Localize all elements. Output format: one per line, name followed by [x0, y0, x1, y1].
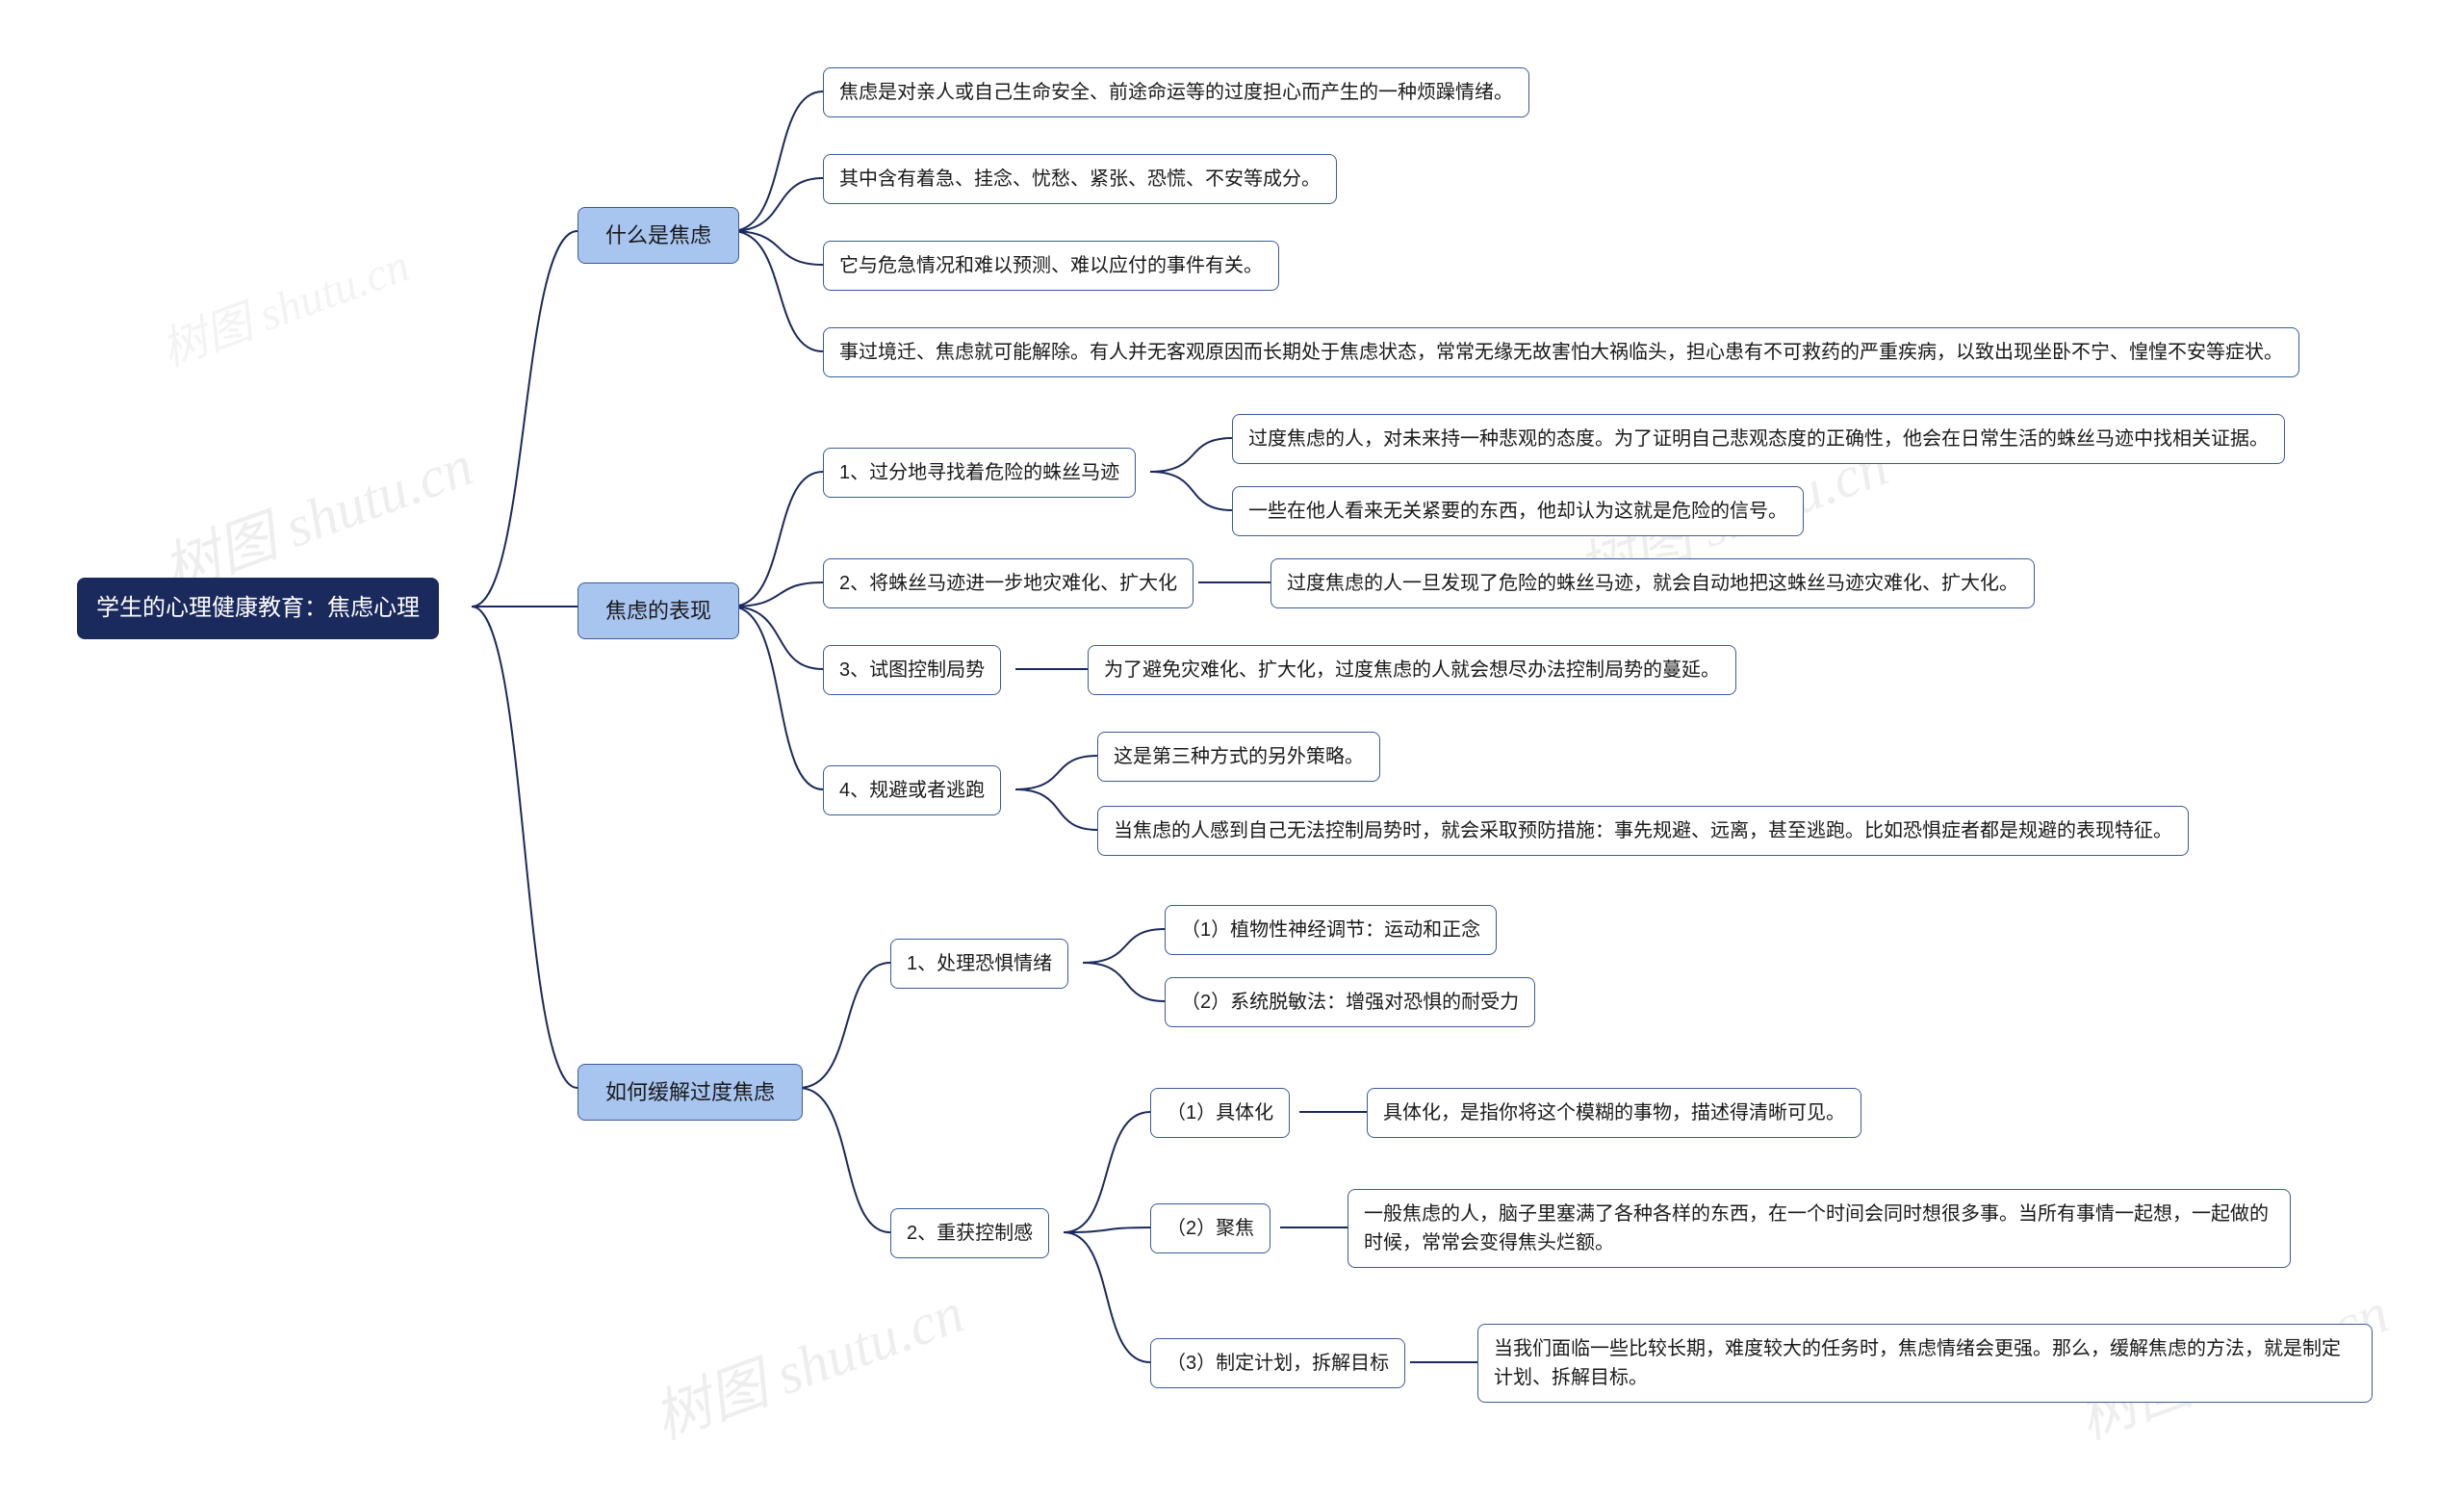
branch-relief[interactable]: 如何缓解过度焦虑 — [578, 1064, 803, 1121]
leaf-node[interactable]: （1）植物性神经调节：运动和正念 — [1165, 905, 1497, 955]
leaf-node[interactable]: 当焦虑的人感到自己无法控制局势时，就会采取预防措施：事先规避、远离，甚至逃跑。比… — [1097, 806, 2189, 856]
symptom-1[interactable]: 1、过分地寻找着危险的蛛丝马迹 — [823, 448, 1136, 498]
root-node[interactable]: 学生的心理健康教育：焦虑心理 — [77, 578, 439, 639]
leaf-node[interactable]: 焦虑是对亲人或自己生命安全、前途命运等的过度担心而产生的一种烦躁情绪。 — [823, 67, 1529, 117]
leaf-node[interactable]: 当我们面临一些比较长期，难度较大的任务时，焦虑情绪会更强。那么，缓解焦虑的方法，… — [1477, 1324, 2373, 1403]
branch-symptoms[interactable]: 焦虑的表现 — [578, 582, 739, 639]
leaf-node[interactable]: 其中含有着急、挂念、忧愁、紧张、恐慌、不安等成分。 — [823, 154, 1337, 204]
symptom-4[interactable]: 4、规避或者逃跑 — [823, 765, 1001, 815]
relief-2-1[interactable]: （1）具体化 — [1150, 1088, 1290, 1138]
watermark: 树图 shutu.cn — [640, 1266, 973, 1456]
branch-what-is-anxiety[interactable]: 什么是焦虑 — [578, 207, 739, 264]
relief-2-2[interactable]: （2）聚焦 — [1150, 1203, 1270, 1253]
leaf-node[interactable]: 过度焦虑的人，对未来持一种悲观的态度。为了证明自己悲观态度的正确性，他会在日常生… — [1232, 414, 2285, 464]
leaf-node[interactable]: 这是第三种方式的另外策略。 — [1097, 732, 1380, 782]
leaf-node[interactable]: 它与危急情况和难以预测、难以应付的事件有关。 — [823, 241, 1279, 291]
leaf-node[interactable]: 为了避免灾难化、扩大化，过度焦虑的人就会想尽办法控制局势的蔓延。 — [1088, 645, 1736, 695]
leaf-node[interactable]: 事过境迁、焦虑就可能解除。有人并无客观原因而长期处于焦虑状态，常常无缘无故害怕大… — [823, 327, 2299, 377]
symptom-3[interactable]: 3、试图控制局势 — [823, 645, 1001, 695]
leaf-node[interactable]: 具体化，是指你将这个模糊的事物，描述得清晰可见。 — [1367, 1088, 1861, 1138]
watermark: 树图 shutu.cn — [150, 227, 417, 379]
relief-2-3[interactable]: （3）制定计划，拆解目标 — [1150, 1338, 1405, 1388]
leaf-node[interactable]: 一般焦虑的人，脑子里塞满了各种各样的东西，在一个时间会同时想很多事。当所有事情一… — [1348, 1189, 2291, 1268]
leaf-node[interactable]: （2）系统脱敏法：增强对恐惧的耐受力 — [1165, 977, 1535, 1027]
leaf-node[interactable]: 过度焦虑的人一旦发现了危险的蛛丝马迹，就会自动地把这蛛丝马迹灾难化、扩大化。 — [1270, 558, 2035, 608]
symptom-2[interactable]: 2、将蛛丝马迹进一步地灾难化、扩大化 — [823, 558, 1194, 608]
relief-2[interactable]: 2、重获控制感 — [890, 1208, 1049, 1258]
relief-1[interactable]: 1、处理恐惧情绪 — [890, 939, 1068, 989]
leaf-node[interactable]: 一些在他人看来无关紧要的东西，他却认为这就是危险的信号。 — [1232, 486, 1804, 536]
